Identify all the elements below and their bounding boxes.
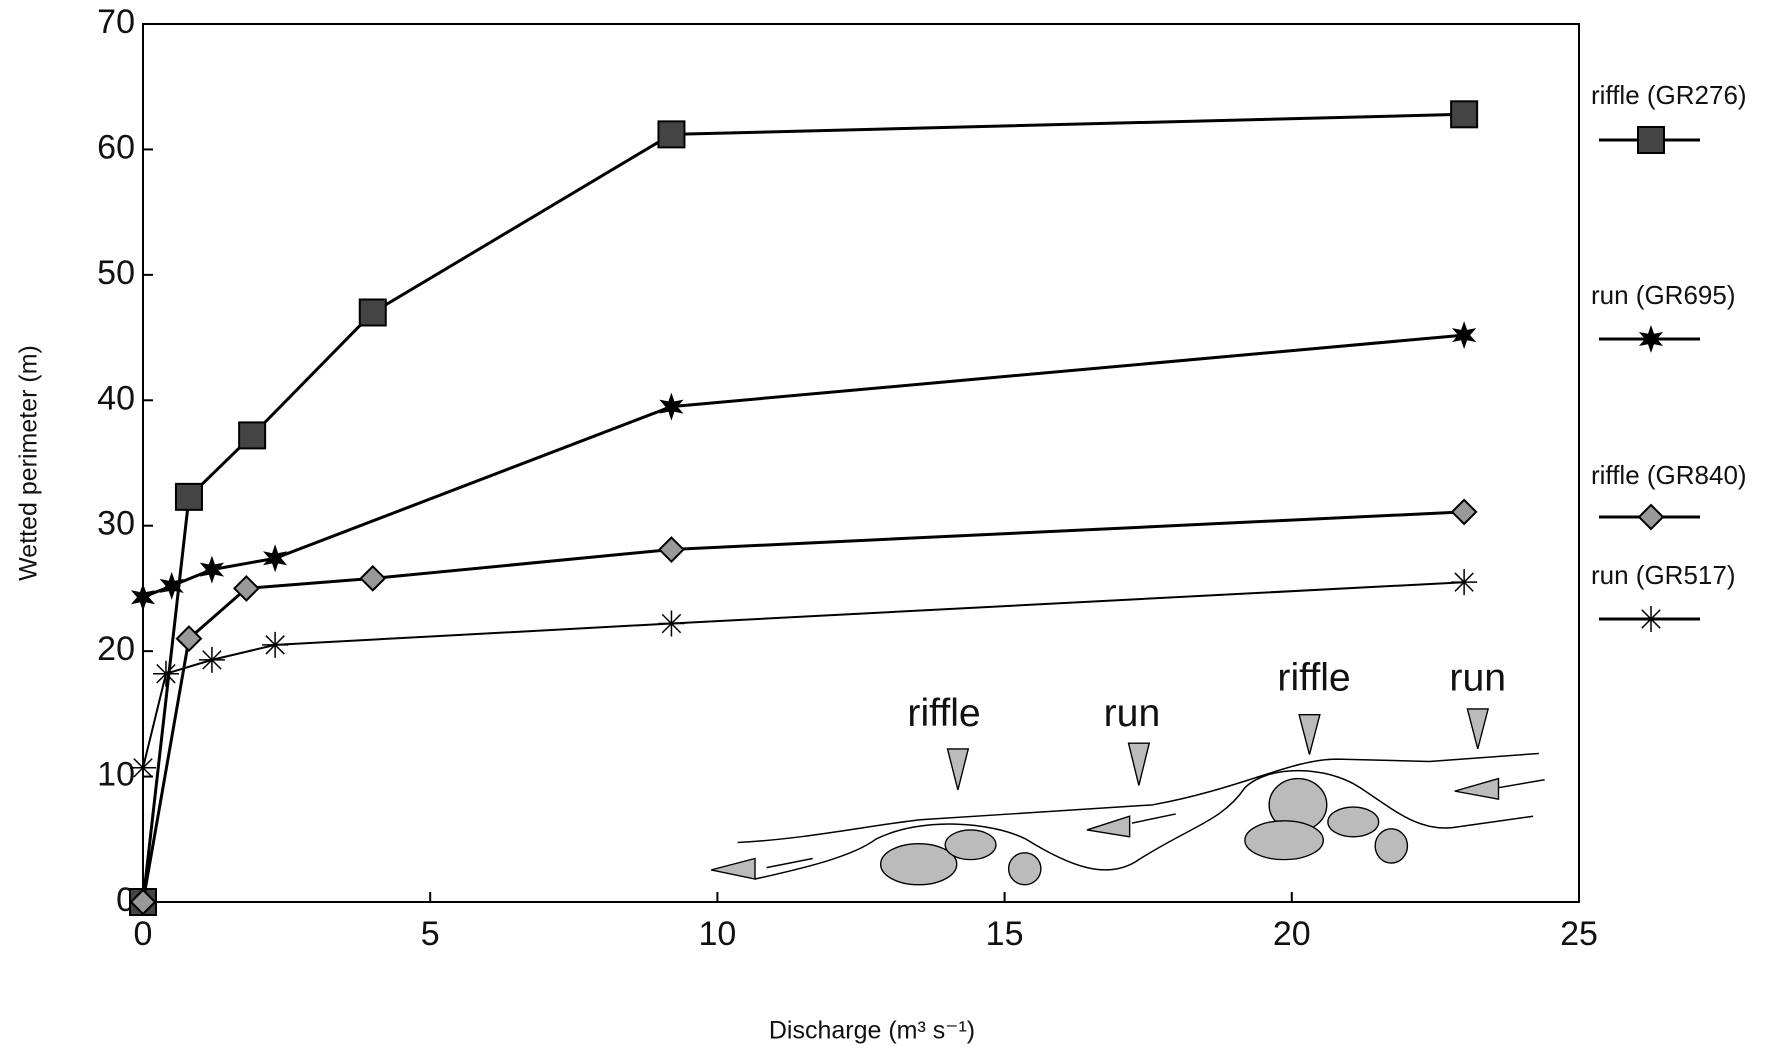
- marker-diamond: [175, 625, 203, 653]
- marker: [159, 571, 184, 600]
- series-line: [141, 112, 1465, 903]
- series-line: [142, 333, 1465, 599]
- series-line: [142, 581, 1465, 769]
- series-line: [141, 510, 1465, 903]
- marker: [358, 298, 387, 327]
- marker-asterisk: [1451, 569, 1478, 596]
- y-tick-label: 40: [97, 379, 135, 417]
- annotation: run: [1449, 657, 1506, 700]
- marker: [657, 120, 686, 149]
- marker: [232, 575, 260, 602]
- marker: [1451, 569, 1478, 596]
- marker-square: [358, 298, 387, 327]
- annotation: riffle: [1277, 657, 1350, 700]
- x-tick-label: 15: [986, 915, 1024, 953]
- x-tick-label: 0: [134, 915, 153, 953]
- flow-line: [766, 778, 1545, 869]
- marker-diamond: [359, 564, 387, 592]
- annotation: run: [1104, 692, 1161, 735]
- y-tick-label: 50: [97, 254, 135, 292]
- marker-star: [659, 392, 684, 421]
- annotation: riffle: [907, 692, 980, 735]
- x-tick-label: 10: [698, 915, 736, 953]
- y-tick-label: 30: [97, 505, 135, 543]
- marker-asterisk: [130, 754, 156, 781]
- channel-bank: [737, 752, 1539, 844]
- marker-square: [174, 482, 203, 511]
- marker-asterisk: [198, 646, 225, 673]
- y-tick-label: 10: [97, 756, 135, 794]
- y-tick-label: 20: [97, 630, 135, 668]
- x-tick-label: 20: [1273, 915, 1311, 953]
- marker-diamond: [232, 575, 260, 602]
- marker-square: [657, 120, 686, 149]
- channel-inset: riffle run riffle run: [711, 657, 1545, 886]
- marker: [1638, 325, 1664, 353]
- legend-label: riffle (GR840): [1591, 460, 1747, 490]
- x-tick-label: 25: [1560, 915, 1598, 953]
- arrows: [711, 708, 1500, 880]
- marker-square: [238, 421, 267, 450]
- y-tick-label: 60: [97, 128, 135, 166]
- marker-diamond: [129, 888, 157, 916]
- marker: [152, 660, 179, 687]
- plot-frame: [142, 23, 1580, 903]
- marker-square: [1450, 100, 1479, 129]
- marker: [129, 888, 157, 916]
- marker: [263, 544, 288, 573]
- marker: [658, 536, 685, 563]
- marker-asterisk: [1638, 606, 1664, 632]
- marker: [175, 625, 203, 653]
- marker: [1450, 100, 1479, 129]
- legend-label: run (GR695): [1591, 280, 1736, 310]
- marker-star: [1452, 321, 1477, 350]
- marker: [130, 754, 156, 781]
- marker: [262, 631, 289, 658]
- y-tick-label: 70: [97, 3, 135, 41]
- marker: [1638, 606, 1664, 632]
- marker-star: [1638, 325, 1664, 353]
- marker: [174, 482, 203, 511]
- legend-label: riffle (GR276): [1591, 80, 1747, 110]
- marker-square: [1637, 126, 1665, 154]
- marker-star: [199, 555, 225, 584]
- marker-star: [263, 544, 288, 573]
- marker-diamond: [658, 536, 685, 563]
- marker-asterisk: [262, 631, 289, 658]
- boulders: [879, 777, 1409, 886]
- marker-star: [130, 583, 156, 612]
- marker-star: [159, 571, 184, 600]
- channel-bed: [754, 769, 1534, 880]
- y-axis-title: Wetted perimeter (m): [15, 345, 43, 581]
- x-tick-label: 5: [421, 915, 440, 953]
- marker: [1637, 126, 1665, 154]
- marker: [198, 646, 225, 673]
- marker: [238, 421, 267, 450]
- marker: [130, 583, 156, 612]
- marker: [658, 610, 685, 637]
- marker: [659, 392, 684, 421]
- marker-diamond: [1450, 498, 1478, 526]
- marker-asterisk: [658, 610, 685, 637]
- marker-diamond: [1637, 503, 1665, 531]
- marker: [199, 555, 225, 584]
- marker: [1452, 321, 1477, 350]
- legend-label: run (GR517): [1591, 560, 1736, 590]
- marker-asterisk: [152, 660, 179, 687]
- marker: [1637, 503, 1665, 531]
- marker: [359, 564, 387, 592]
- marker: [1450, 498, 1478, 526]
- x-axis-title: Discharge (m³ s⁻¹): [769, 1017, 975, 1045]
